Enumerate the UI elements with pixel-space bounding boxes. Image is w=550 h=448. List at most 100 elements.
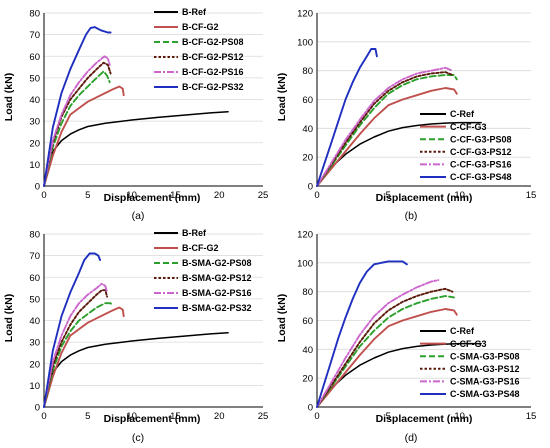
x-tick-label: 15 bbox=[170, 411, 181, 422]
y-tick-label: 20 bbox=[302, 374, 313, 385]
series-line-c-cf-g3-ps08 bbox=[316, 74, 458, 187]
legend-label: C-CF-G3 bbox=[450, 339, 487, 349]
x-tick-label: 15 bbox=[526, 411, 537, 422]
series-line-c-cf-g3-ps48 bbox=[316, 48, 378, 187]
y-tick-label: 20 bbox=[29, 138, 40, 149]
legend-label: C-SMA-G3-PS08 bbox=[450, 351, 520, 361]
x-tick-label: 5 bbox=[85, 411, 90, 422]
x-tick-label: 20 bbox=[214, 411, 225, 422]
y-tick-label: 40 bbox=[302, 345, 313, 356]
series-line-c-sma-g3-ps16 bbox=[316, 279, 440, 408]
legend-label: B-CF-G2-PS16 bbox=[182, 67, 244, 77]
y-tick-label: 80 bbox=[302, 66, 313, 77]
y-tick-label: 40 bbox=[29, 95, 40, 106]
x-tick-label: 5 bbox=[386, 190, 391, 201]
x-tick-label: 20 bbox=[214, 190, 225, 201]
panel-caption: (a) bbox=[132, 210, 145, 222]
legend: B-Ref B-CF-G2 B-CF-G2-PS08 B-CF-G2-PS12 B-CF… bbox=[154, 7, 244, 92]
series-line-b-cf-g2 bbox=[43, 85, 125, 187]
panel-b: 0 20 40 60 80 100 120 0 5 10 15 Displacement (mm)… bbox=[276, 9, 536, 223]
y-tick-label: 0 bbox=[35, 403, 40, 414]
series-line-b-sma-g2-ps32 bbox=[43, 252, 102, 408]
y-tick-label: 30 bbox=[29, 117, 40, 128]
series-line-c-cf-g3-ps16 bbox=[316, 66, 454, 187]
legend: C-Ref C-CF-G3 C-CF-G3-PS08 C-CF-G3-PS12 C-CF… bbox=[420, 109, 512, 182]
x-tick-label: 0 bbox=[314, 411, 319, 422]
x-tick-label: 25 bbox=[258, 190, 269, 201]
series-line-b-cf-g2-ps16 bbox=[43, 55, 111, 187]
series-line-c-ref bbox=[316, 121, 482, 187]
legend-label: B-CF-G2-PS32 bbox=[182, 82, 244, 92]
y-axis-label: Load (kN) bbox=[276, 73, 288, 121]
y-tick-label: 80 bbox=[302, 287, 313, 298]
panel-a: 0 10 20 30 40 50 60 70 80 0 5 10 15 20 25 Displacemen… bbox=[3, 7, 268, 222]
series-line-c-sma-g3-ps12 bbox=[316, 287, 454, 408]
legend-label: C-SMA-G3-PS12 bbox=[450, 364, 520, 374]
y-tick-label: 0 bbox=[308, 403, 313, 414]
y-tick-label: 10 bbox=[29, 381, 40, 392]
legend: B-Ref B-CF-G2 B-SMA-G2-PS08 B-SMA-G2-PS12 B-… bbox=[154, 228, 252, 313]
panel-caption: (c) bbox=[132, 432, 144, 444]
legend-label: C-CF-G3-PS16 bbox=[450, 160, 512, 170]
legend-label: B-SMA-G2-PS08 bbox=[182, 258, 252, 268]
x-axis-label: Displacement (mm) bbox=[104, 192, 201, 204]
series-line-c-ref bbox=[316, 342, 482, 408]
y-tick-label: 60 bbox=[29, 52, 40, 63]
x-tick-label: 0 bbox=[41, 411, 46, 422]
series-line-c-sma-g3-ps08 bbox=[316, 295, 455, 408]
legend-label: B-SMA-G2-PS16 bbox=[182, 288, 252, 298]
legend-label: C-CF-G3-PS12 bbox=[450, 147, 512, 157]
legend: C-Ref C-CF-G3 C-SMA-G3-PS08 C-SMA-G3-PS12 C-… bbox=[420, 326, 520, 399]
series-line-b-cf-g2-ps32 bbox=[43, 26, 112, 187]
x-tick-label: 15 bbox=[526, 190, 537, 201]
legend-label: B-SMA-G2-PS12 bbox=[182, 273, 252, 283]
legend-label: C-Ref bbox=[450, 326, 475, 336]
y-tick-label: 120 bbox=[297, 9, 313, 20]
x-axis-label: Displacement (mm) bbox=[376, 413, 473, 425]
legend-label: C-CF-G3-PS48 bbox=[450, 172, 512, 182]
x-tick-label: 10 bbox=[126, 190, 137, 201]
x-tick-label: 5 bbox=[85, 190, 90, 201]
y-tick-label: 100 bbox=[297, 37, 313, 48]
y-tick-label: 10 bbox=[29, 160, 40, 171]
y-axis-label: Load (kN) bbox=[3, 294, 15, 342]
legend-label: B-CF-G2 bbox=[182, 22, 219, 32]
x-tick-label: 10 bbox=[454, 190, 465, 201]
y-tick-label: 60 bbox=[302, 95, 313, 106]
legend-label: B-CF-G2-PS08 bbox=[182, 37, 244, 47]
series-line-b-ref bbox=[43, 332, 229, 408]
panel-caption: (d) bbox=[405, 432, 418, 444]
x-tick-label: 25 bbox=[258, 411, 269, 422]
y-tick-label: 20 bbox=[302, 153, 313, 164]
series-line-b-sma-g2-ps16 bbox=[43, 282, 109, 408]
series-line-b-sma-g2-ps12 bbox=[43, 289, 109, 408]
y-tick-label: 70 bbox=[29, 30, 40, 41]
panel-caption: (b) bbox=[405, 210, 418, 222]
y-axis-label: Load (kN) bbox=[276, 294, 288, 342]
y-tick-label: 100 bbox=[297, 258, 313, 269]
x-tick-label: 10 bbox=[454, 411, 465, 422]
legend-label: C-SMA-G3-PS16 bbox=[450, 377, 520, 387]
legend-label: C-Ref bbox=[450, 109, 475, 119]
legend-label: C-CF-G3 bbox=[450, 122, 487, 132]
series-line-b-cf-g2 bbox=[43, 306, 125, 408]
y-tick-label: 20 bbox=[29, 359, 40, 370]
series-line-b-sma-g2-ps08 bbox=[43, 302, 114, 408]
y-tick-label: 80 bbox=[29, 230, 40, 241]
panel-c: 0 10 20 30 40 50 60 70 80 0 5 10 15 20 25 Displacemen… bbox=[3, 228, 268, 444]
legend-label: C-SMA-G3-PS48 bbox=[450, 389, 520, 399]
y-axis-label: Load (kN) bbox=[3, 73, 15, 121]
x-tick-label: 5 bbox=[386, 411, 391, 422]
series-line-b-ref bbox=[43, 111, 229, 187]
y-tick-label: 30 bbox=[29, 338, 40, 349]
x-axis-label: Displacement (mm) bbox=[376, 192, 473, 204]
x-tick-label: 15 bbox=[170, 190, 181, 201]
y-tick-label: 0 bbox=[35, 182, 40, 193]
y-tick-label: 60 bbox=[302, 316, 313, 327]
series-line-c-cf-g3 bbox=[316, 308, 458, 408]
y-tick-label: 70 bbox=[29, 251, 40, 262]
y-tick-label: 0 bbox=[308, 182, 313, 193]
x-tick-label: 0 bbox=[314, 190, 319, 201]
y-tick-label: 40 bbox=[29, 316, 40, 327]
